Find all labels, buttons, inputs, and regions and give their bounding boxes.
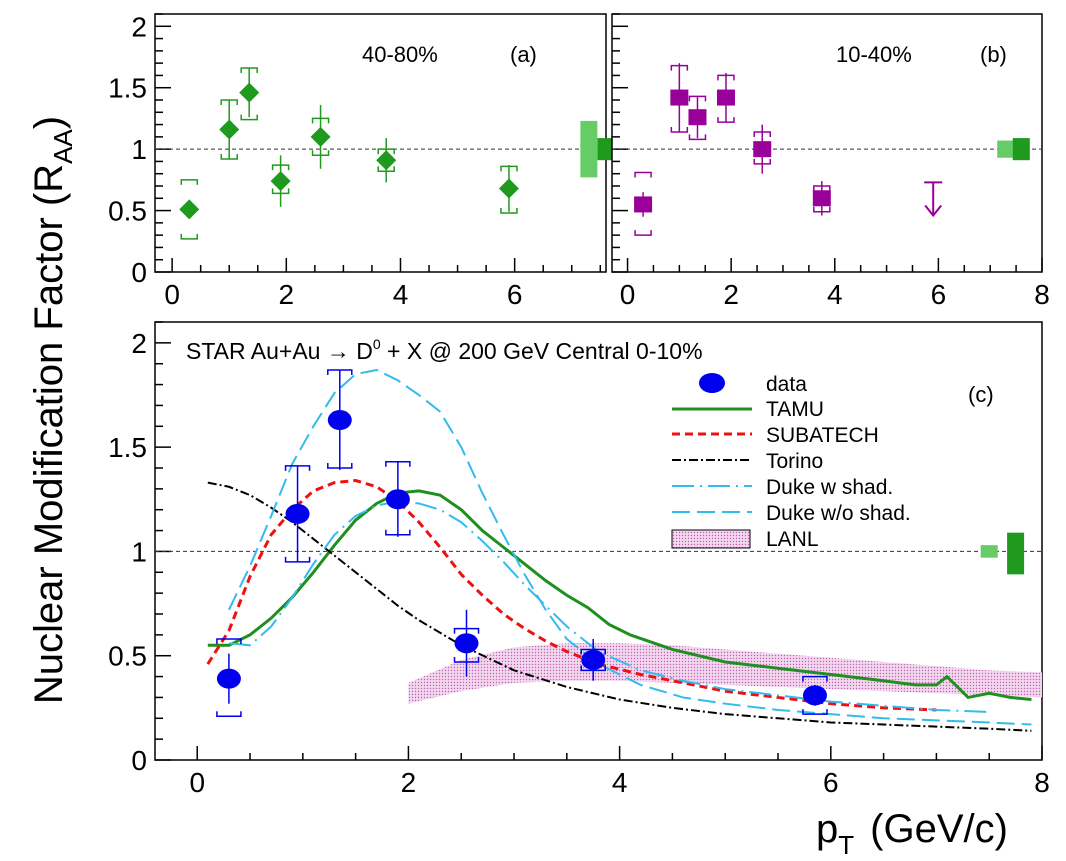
panel-b-sys-bracket: [634, 230, 652, 236]
panel-a-y-tick-label: 2: [131, 11, 147, 42]
lanl-band: [408, 643, 1042, 704]
curve-tamu: [207, 489, 1032, 702]
panel-b-data-point: [812, 190, 831, 207]
panel-b-x-tick-label: 6: [931, 279, 947, 310]
panel-c-data-point: [327, 410, 352, 431]
panel-a-sys-bracket: [240, 114, 258, 121]
panel-a-y-tick-label: 0.5: [108, 196, 147, 227]
panel-c-sys-bracket: [284, 465, 311, 471]
legend-entry-torino: Torino: [766, 450, 823, 473]
panel-c-y-tick-label: 2: [131, 328, 147, 359]
panel-a-data-point: [239, 82, 260, 103]
panel-c-data-point: [285, 503, 310, 524]
y-axis-title: Nuclear Modification Factor (RAA): [27, 116, 78, 704]
panel-b-frame: [611, 13, 1043, 273]
panel-a-x-tick-label: 0: [164, 279, 180, 310]
panel-a-y-tick-label: 1: [131, 134, 147, 165]
panel-a-data-point: [219, 119, 240, 140]
legend: data TAMU SUBATECH Torino Duke w shad. D…: [671, 373, 911, 551]
panel-a-sys-bracket: [240, 67, 258, 74]
panel-c-norm-box: [1007, 532, 1025, 575]
panel-b-data-point: [670, 89, 689, 106]
panel-c-label: (c): [968, 382, 994, 407]
panel-b-annotation: 10-40%: [836, 42, 912, 67]
panel-b-sys-bracket: [670, 126, 689, 133]
panel-a-data-point: [310, 126, 331, 147]
panel-b-data-point: [688, 109, 707, 126]
panel-b-norm-box: [1012, 138, 1030, 161]
panel-b-data-point: [716, 89, 735, 106]
panel-a-y-tick-label: 1.5: [108, 73, 147, 104]
panel-c-sys-bracket: [216, 711, 242, 717]
panel-a-sys-bracket: [180, 233, 199, 240]
panel-a-x-tick-label: 6: [507, 279, 523, 310]
panel-a-frame: [154, 13, 607, 273]
panel-c: 0 2 4 6 8 0 0.5 1 1.5 2 STAR Au+Au → D0 + X @ 200…: [108, 321, 1050, 798]
panel-c-y-tick-label: 0: [131, 745, 147, 776]
panel-a-x-tick-label: 4: [393, 279, 409, 310]
legend-entry-duke-noshad: Duke w/o shad.: [766, 502, 911, 525]
panel-c-sys-bracket: [802, 709, 828, 715]
panel-b-x-tick-label: 8: [1034, 279, 1050, 310]
panel-a-data-point: [498, 178, 519, 199]
panel-c-y-tick-label: 1: [131, 536, 147, 567]
panel-c-data-point: [581, 649, 606, 670]
panel-c-sys-bracket: [802, 675, 828, 682]
panel-a-annotation: 40-80%: [362, 42, 438, 67]
panel-b-sys-bracket: [688, 134, 707, 141]
legend-data-marker: [699, 373, 725, 393]
curve-torino: [207, 481, 1032, 732]
panel-a-norm-box: [580, 120, 598, 178]
panel-b-x-tick-label: 4: [827, 279, 843, 310]
legend-entry-duke-shad: Duke w shad.: [766, 476, 893, 499]
panel-b-label: (b): [980, 42, 1007, 67]
legend-entry-data: data: [766, 373, 807, 396]
legend-lanl-box: [671, 529, 751, 549]
panel-b-data-point: [634, 196, 653, 213]
panel-b-x-tick-label: 2: [723, 279, 739, 310]
panel-b-sys-bracket: [634, 171, 652, 178]
panel-a-sys-bracket: [180, 179, 199, 185]
panel-c-title: STAR Au+Au → D0 + X @ 200 GeV Central 0-…: [186, 336, 703, 364]
panel-c-sys-bracket: [216, 638, 242, 645]
panel-c-x-tick-label: 0: [189, 767, 205, 798]
panel-c-x-tick-label: 6: [823, 767, 839, 798]
panel-c-y-tick-label: 1.5: [108, 432, 147, 463]
curve-duke-w-o-shad: [228, 368, 1032, 726]
panel-a-norm-box: [597, 138, 615, 161]
panel-a: 0 2 4 6 0 0.5 1 1.5 2 40-80% (a): [108, 11, 615, 310]
panel-c-x-tick-label: 4: [612, 767, 628, 798]
legend-entry-tamu: TAMU: [766, 398, 824, 421]
panel-a-label: (a): [510, 42, 537, 67]
panel-b: 0 2 4 6 8 10-40% (b): [611, 13, 1050, 310]
x-axis-title: pT (GeV/c): [816, 807, 1008, 860]
panel-c-data-point: [385, 489, 410, 510]
panel-a-data-point: [376, 150, 397, 171]
panel-a-sys-bracket: [500, 208, 518, 214]
panel-b-x-tick-label: 0: [620, 279, 636, 310]
legend-entry-lanl: LANL: [766, 528, 819, 551]
curve-subatech: [206, 478, 937, 712]
panel-c-x-tick-label: 2: [401, 767, 417, 798]
panel-c-data-point: [454, 633, 479, 654]
panel-a-y-tick-label: 0: [131, 257, 147, 288]
upper-limit-arrowhead: [924, 204, 942, 218]
panel-c-sys-bracket: [327, 369, 353, 375]
curve-duke-w-shad: [228, 500, 990, 714]
legend-entry-subatech: SUBATECH: [766, 424, 879, 447]
panel-a-data-point: [179, 199, 200, 220]
panel-a-data-point: [270, 171, 291, 192]
panel-c-data-point: [802, 685, 827, 706]
panel-a-x-tick-label: 2: [279, 279, 295, 310]
panel-c-x-tick-label: 8: [1034, 767, 1050, 798]
panel-c-data-point: [216, 668, 241, 689]
panel-c-y-tick-label: 0.5: [108, 641, 147, 672]
panel-b-norm-box: [997, 140, 1015, 158]
panel-b-data-point: [753, 141, 772, 158]
panel-c-norm-box: [980, 545, 998, 558]
